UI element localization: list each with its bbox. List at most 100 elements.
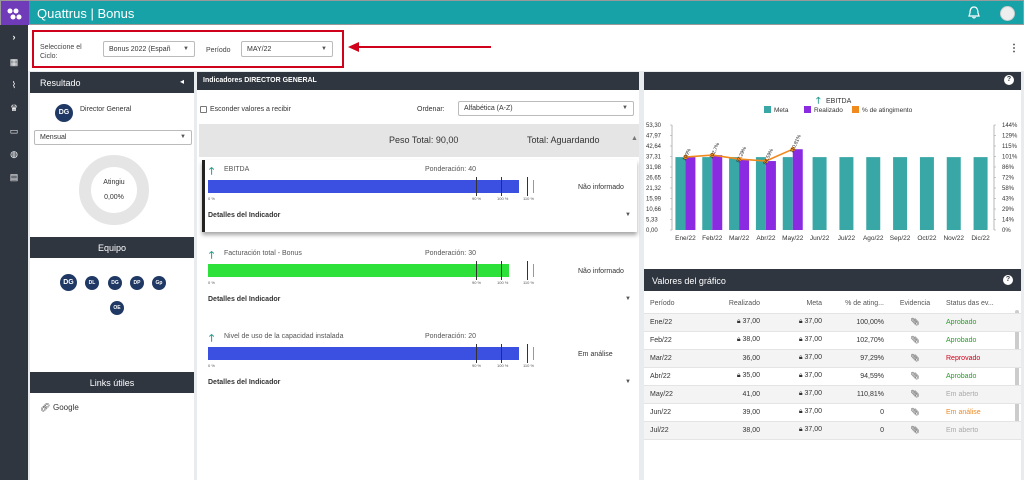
column-header: Período [644, 295, 702, 314]
chevron-down-icon: ▼ [622, 105, 628, 111]
team-avatar[interactable]: DL [85, 276, 99, 290]
x-tick-label: Dic/22 [971, 235, 990, 242]
kebab-menu-icon[interactable]: ⋮ [1009, 43, 1019, 54]
arrow-up-icon: 🡑 [209, 250, 215, 261]
indicators-header: Indicadores DIRECTOR GENERAL [197, 72, 639, 90]
percent-cell: 102,70% [828, 331, 890, 350]
frequency-select[interactable]: Mensual ▼ [34, 130, 192, 145]
peso-total: Peso Total: 90,00 [389, 135, 459, 145]
team-avatar[interactable]: DG [108, 276, 122, 290]
table-row: Jul/22 38,00 🔒︎ 37,00 0 📎︎ Em aberto [644, 421, 1021, 440]
meta-bar [866, 157, 881, 230]
x-tick-label: Ago/22 [863, 235, 884, 242]
bell-icon[interactable] [967, 6, 981, 22]
trophy-icon[interactable]: ♛ [9, 103, 19, 113]
team-avatar[interactable]: DP [130, 276, 144, 290]
indicator-weight: Ponderación: 20 [425, 333, 476, 340]
chevron-down-icon[interactable]: ▼ [625, 379, 631, 385]
x-tick-label: Jun/22 [810, 235, 830, 242]
column-header: Meta [766, 295, 828, 314]
indicator-card [202, 160, 637, 232]
y-tick-label: 21,32 [646, 186, 662, 192]
legend-swatch [804, 106, 811, 113]
team-avatar[interactable]: OE [110, 301, 124, 315]
period-cell: Abr/22 [644, 367, 702, 386]
period-cell: Mar/22 [644, 349, 702, 368]
chart-title: EBITDA [826, 98, 852, 105]
meta-cell: 🔒︎ 37,00 [766, 331, 828, 350]
period-select[interactable]: MAY/22 ▼ [241, 41, 333, 57]
y-tick-label: 10,66 [646, 207, 662, 213]
x-tick-label: Abr/22 [756, 235, 776, 242]
tick-label: 0 % [208, 363, 215, 368]
left-panel: Resultado ◂ DG Director General Mensual … [30, 72, 194, 480]
details-label[interactable]: Detalles del Indicador [208, 296, 281, 303]
chevron-down-icon: ▼ [321, 46, 327, 52]
y-tick-label: 37,31 [646, 155, 662, 161]
link-google[interactable]: Google [53, 403, 79, 412]
paperclip-icon[interactable]: 📎︎ [890, 331, 940, 350]
resultado-header: Resultado ◂ [30, 72, 194, 93]
annotation-arrow-head [348, 42, 359, 52]
progress-tick [476, 344, 477, 363]
card-icon[interactable]: ▭ [9, 126, 19, 136]
paperclip-icon[interactable]: 📎︎ [890, 385, 940, 404]
y-right-tick-label: 72% [1002, 176, 1015, 182]
collapse-icon[interactable]: ◂ [180, 77, 185, 86]
chevron-down-icon[interactable]: ▼ [625, 296, 631, 302]
percent-cell: 0 [828, 421, 890, 440]
book-icon[interactable]: ▤ [9, 172, 19, 182]
percent-cell: 94,59% [828, 367, 890, 386]
cycle-select[interactable]: Bonus 2022 (Españ ▼ [103, 41, 195, 57]
paperclip-icon[interactable]: 📎︎ [890, 313, 940, 332]
chevron-right-icon[interactable]: › [12, 32, 16, 42]
table-row: Mar/22 36,00 🔒︎ 37,00 97,29% 📎︎ Reprovado [644, 349, 1021, 368]
summary-bar: Peso Total: 90,00 Total: Aguardando ▲ [199, 124, 639, 157]
team-avatar[interactable]: Gp [152, 276, 166, 290]
column-header: Status das ev... [940, 295, 1021, 314]
status-cell: Em aberto [940, 421, 1021, 440]
paperclip-icon[interactable]: ⌇ [11, 80, 17, 90]
y-tick-label: 5,33 [646, 218, 658, 224]
details-label[interactable]: Detalles del Indicador [208, 212, 281, 219]
app-logo[interactable] [1, 1, 29, 26]
x-tick-label: Jul/22 [838, 235, 856, 242]
realizado-cell: 38,00 [702, 421, 766, 440]
cycle-label: Seleccione el Ciclo: [40, 44, 82, 60]
donut-label: Atingiu [103, 179, 125, 186]
user-avatar[interactable] [1000, 6, 1015, 21]
details-label[interactable]: Detalles del Indicador [208, 379, 281, 386]
atingimento-point [790, 146, 796, 152]
globe-icon[interactable]: ◍ [10, 149, 18, 159]
dashboard-icon[interactable]: ▦ [9, 57, 19, 67]
legend-label: Realizado [814, 107, 843, 114]
paperclip-icon[interactable]: 📎︎ [890, 349, 940, 368]
progress-tick [527, 344, 528, 363]
x-tick-label: Sep/22 [890, 235, 911, 242]
help-icon[interactable]: ? [1003, 275, 1013, 285]
progress-bar [208, 180, 519, 193]
links-header: Links útiles [30, 372, 194, 393]
progress-tick [476, 261, 477, 280]
progress-tick [501, 261, 502, 280]
help-icon[interactable]: ? [1004, 75, 1014, 85]
paperclip-icon[interactable]: 📎︎ [890, 421, 940, 440]
indicators-panel: Indicadores DIRECTOR GENERAL Esconder va… [197, 72, 639, 480]
realizado-cell: 🔒︎ 38,00 [702, 331, 766, 350]
legend-label: Meta [774, 107, 789, 114]
y-right-tick-label: 86% [1002, 165, 1015, 171]
chevron-down-icon[interactable]: ▼ [625, 212, 631, 218]
chevron-up-icon[interactable]: ▲ [631, 135, 638, 142]
chevron-down-icon: ▼ [183, 46, 189, 52]
status-cell: Aprobado [940, 313, 1021, 332]
y-right-tick-label: 14% [1002, 218, 1015, 224]
column-header: % de ating... [828, 295, 890, 314]
progress-tick [501, 344, 502, 363]
team-avatar[interactable]: DG [60, 274, 77, 291]
paperclip-icon[interactable]: 📎︎ [890, 367, 940, 386]
hide-values-checkbox[interactable] [200, 106, 207, 113]
realizado-cell: 🔒︎ 35,00 [702, 367, 766, 386]
order-select[interactable]: Alfabética (A-Z) ▼ [458, 101, 634, 116]
progress-tick [501, 177, 502, 196]
paperclip-icon[interactable]: 📎︎ [890, 403, 940, 422]
